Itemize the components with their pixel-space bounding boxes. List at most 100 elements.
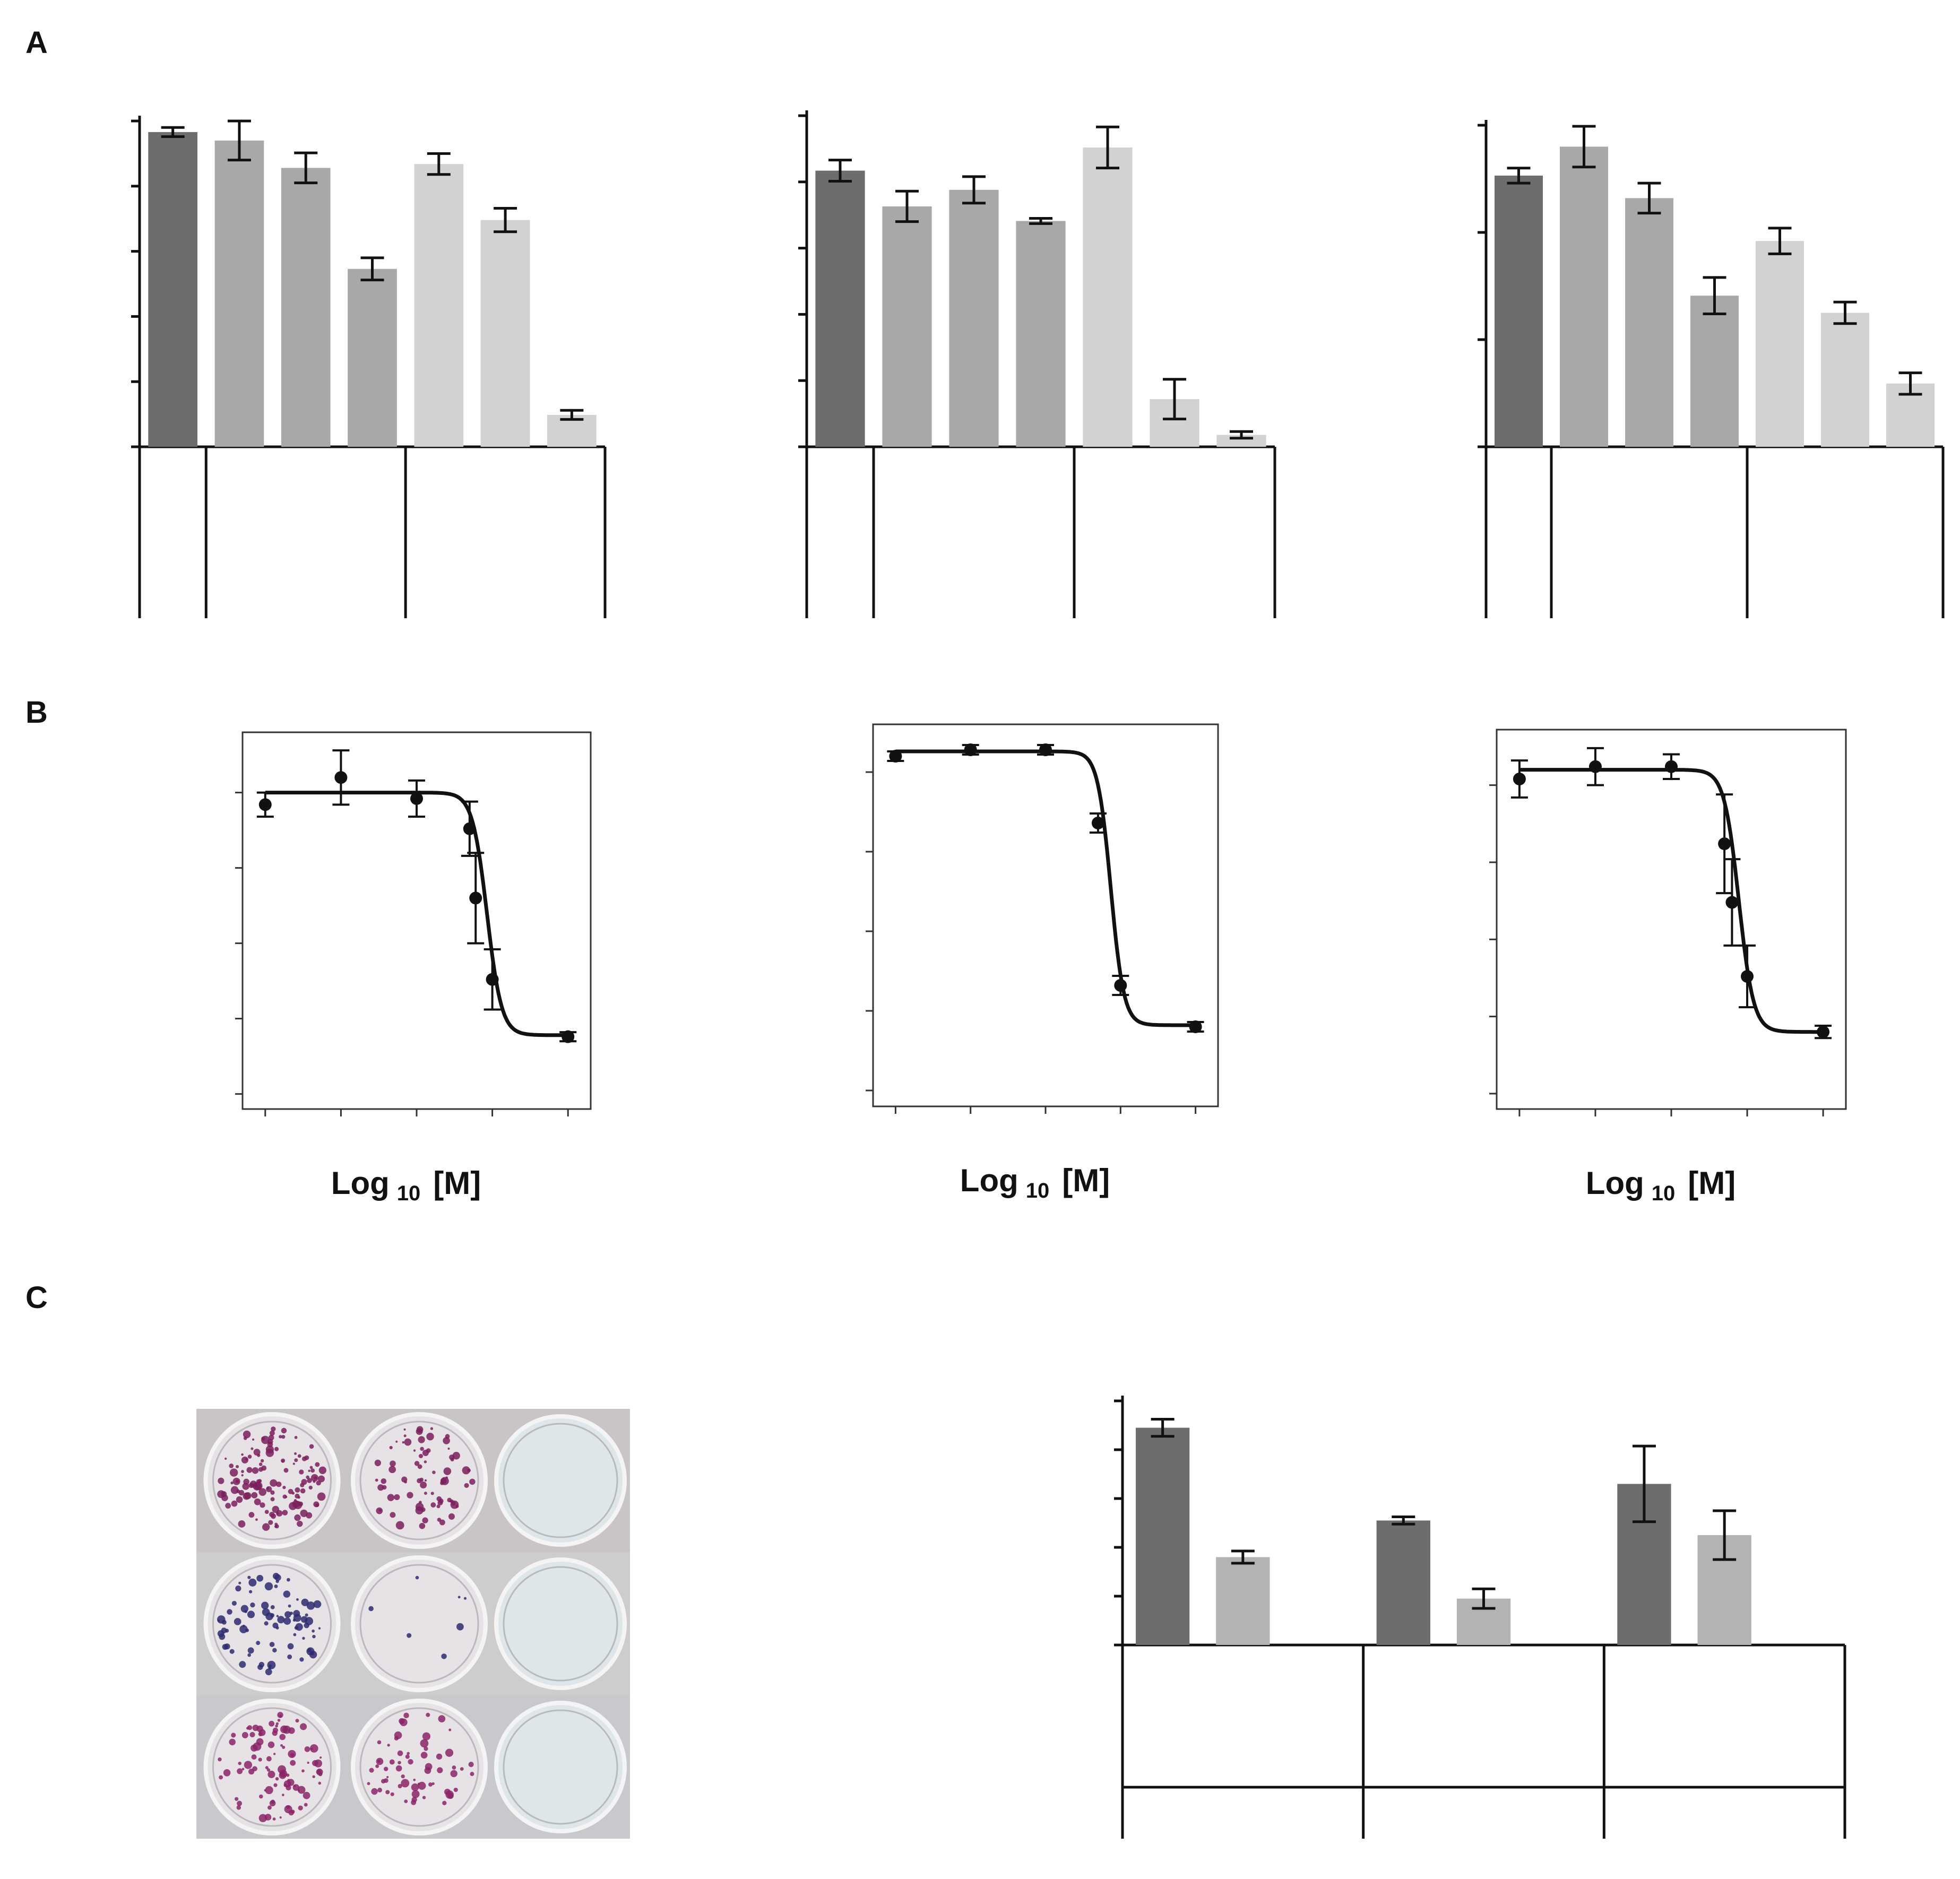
colony-spot <box>247 1647 254 1654</box>
colony-spot <box>293 1633 297 1636</box>
colony-spot <box>272 1727 279 1733</box>
colony-spot <box>286 1805 290 1809</box>
data-point <box>1741 970 1754 983</box>
colony-spot <box>304 1803 308 1807</box>
colony-spot <box>248 1512 255 1518</box>
colony-spot <box>437 1518 442 1522</box>
colony-spot <box>297 1454 301 1458</box>
colony-spot <box>267 1770 275 1778</box>
colony-spot <box>375 1764 379 1768</box>
colony-spot <box>273 1753 276 1755</box>
colony-spot <box>450 1770 457 1778</box>
colony-spot <box>277 1719 281 1722</box>
colony-spot <box>246 1467 253 1473</box>
colony-spot <box>389 1445 393 1450</box>
colony-spot <box>258 1814 267 1822</box>
colony-spot <box>252 1467 259 1474</box>
culture-dish-rim <box>359 1421 479 1540</box>
colony-plate-photo-grid <box>196 1409 630 1839</box>
colony-spot <box>368 1606 374 1612</box>
x-label-log: Log <box>331 1165 390 1201</box>
colony-spot <box>422 1796 426 1799</box>
colony-spot <box>248 1483 254 1488</box>
data-point <box>410 792 423 805</box>
colony-spot <box>424 1479 427 1482</box>
colony-spot <box>245 1458 248 1461</box>
colony-spot <box>239 1625 248 1633</box>
colony-spot <box>279 1435 282 1439</box>
colony-spot <box>267 1741 275 1748</box>
colony-spot <box>291 1492 295 1495</box>
colony-spot <box>237 1800 243 1806</box>
x-label-subscript: 10 <box>1026 1179 1050 1202</box>
data-point <box>334 771 348 784</box>
bar-chart-mcf7tamr-cell-number <box>798 110 1276 618</box>
colony-spot <box>286 1578 290 1582</box>
bar <box>148 132 197 447</box>
colony-spot <box>301 1769 305 1773</box>
colony-spot <box>248 1578 257 1587</box>
colony-spot <box>247 1610 255 1618</box>
colony-spot <box>369 1768 374 1773</box>
colony-spot <box>394 1494 400 1500</box>
bar <box>1820 313 1870 447</box>
x-label-log: Log <box>960 1163 1018 1198</box>
colony-spot <box>272 1817 276 1821</box>
data-point <box>1189 1020 1202 1033</box>
colony-spot <box>282 1494 287 1499</box>
bar <box>480 220 530 447</box>
x-axis-label: Log 10 [M] <box>960 1163 1110 1202</box>
colony-spot <box>460 1767 464 1771</box>
colony-spot <box>261 1601 269 1609</box>
colony-spot <box>441 1477 449 1485</box>
colony-spot <box>265 1612 273 1621</box>
colony-spot <box>402 1441 405 1444</box>
colony-spot <box>231 1733 236 1738</box>
colony-spot <box>218 1757 222 1762</box>
colony-spot <box>387 1744 390 1747</box>
plot-frame <box>1496 729 1847 1110</box>
culture-dish-rim <box>503 1709 618 1825</box>
colony-spot <box>281 1458 286 1463</box>
colony-spot <box>300 1488 306 1494</box>
colony-spot <box>277 1616 285 1624</box>
colony-spot <box>436 1753 443 1760</box>
colony-spot <box>238 1520 246 1528</box>
colony-spot <box>282 1745 286 1749</box>
colony-spot <box>301 1598 309 1606</box>
colony-spot <box>269 1511 275 1518</box>
colony-spot <box>236 1805 241 1810</box>
colony-spot <box>294 1514 301 1521</box>
colony-spot <box>249 1731 255 1738</box>
colony-spot <box>281 1427 287 1434</box>
data-point <box>964 743 977 756</box>
colony-spot <box>229 1738 236 1746</box>
bar <box>1559 146 1609 447</box>
colony-spot <box>302 1636 305 1640</box>
colony-spot <box>320 1756 322 1759</box>
data-point <box>1665 760 1678 773</box>
colony-spot <box>377 1760 381 1763</box>
colony-spot <box>414 1461 420 1466</box>
colony-spot <box>452 1765 456 1770</box>
colony-spot <box>407 1633 412 1638</box>
colony-spot <box>234 1797 239 1801</box>
colony-spot <box>420 1752 428 1759</box>
colony-spot <box>283 1783 287 1787</box>
colony-spot <box>231 1500 238 1507</box>
colony-spot <box>282 1510 288 1516</box>
colony-spot <box>272 1648 277 1653</box>
colony-spot <box>275 1724 278 1728</box>
colony-spot <box>299 1657 304 1662</box>
colony-spot <box>284 1611 291 1618</box>
colony-spot <box>254 1482 263 1491</box>
colony-spot <box>301 1479 307 1485</box>
colony-spot <box>273 1783 278 1787</box>
colony-spot <box>219 1775 223 1780</box>
colony-spot <box>309 1444 314 1449</box>
culture-dish <box>494 1414 627 1547</box>
colony-spot <box>395 1521 404 1530</box>
colony-spot <box>294 1458 298 1462</box>
colony-spot <box>438 1715 446 1722</box>
